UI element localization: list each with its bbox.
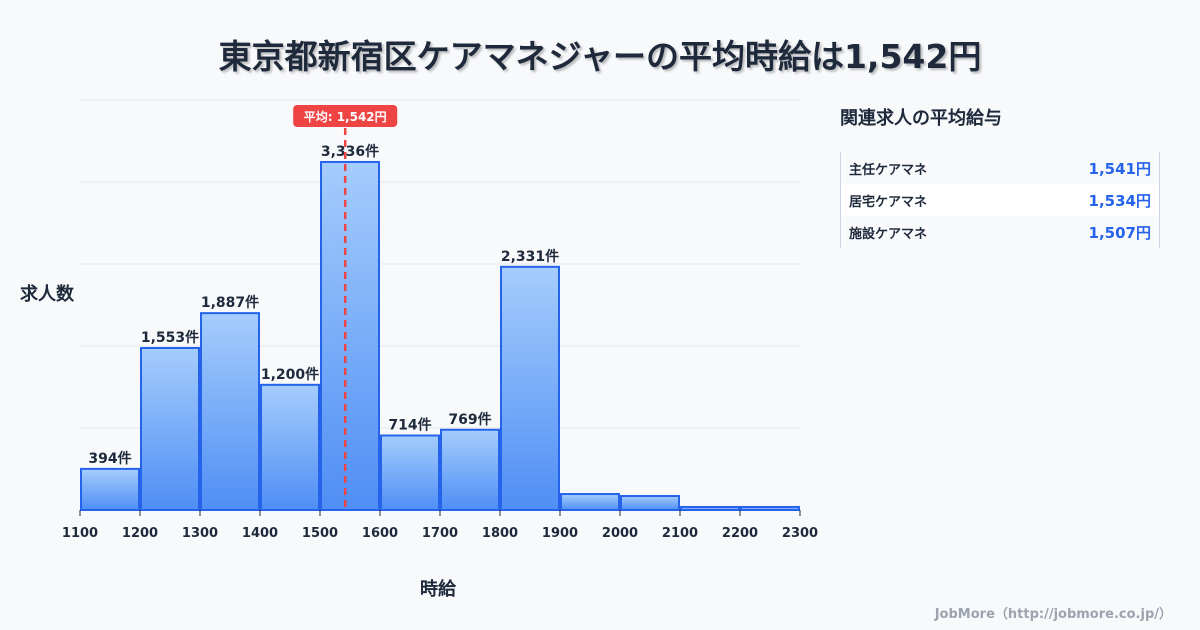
credit: JobMore（http://jobmore.co.jp/） <box>934 607 1172 622</box>
x-tick-label: 2100 <box>662 526 698 541</box>
x-tick-label: 2200 <box>722 526 758 541</box>
histogram-bar <box>260 383 320 512</box>
table-row: 施設ケアマネ 1,507円 <box>841 216 1159 248</box>
x-axis-label: 時給 <box>420 579 456 600</box>
job-wage: 1,541円 <box>1088 159 1151 178</box>
job-name: 施設ケアマネ <box>849 226 928 242</box>
table-row: 居宅ケアマネ 1,534円 <box>841 184 1159 216</box>
x-tick-label: 1500 <box>302 526 338 541</box>
histogram-bar <box>620 495 680 511</box>
histogram-bar <box>320 160 380 512</box>
job-name: 主任ケアマネ <box>849 162 928 178</box>
mean-label: 平均: 1,542円 <box>304 109 387 124</box>
bar-data-label: 394件 <box>88 450 131 467</box>
x-tick-label: 1700 <box>422 526 458 541</box>
histogram-bar <box>560 493 620 512</box>
x-tick-label: 2300 <box>782 526 818 541</box>
x-tick-label: 1300 <box>182 526 218 541</box>
bar-data-label: 1,887件 <box>201 294 259 311</box>
job-name: 居宅ケアマネ <box>849 194 928 210</box>
bar-data-label: 1,553件 <box>141 329 199 346</box>
y-axis-label: 求人数 <box>20 284 74 305</box>
x-tick-label: 1200 <box>122 526 158 541</box>
histogram-bar <box>200 312 260 511</box>
histogram-bar <box>140 346 200 511</box>
related-salary-table: 主任ケアマネ 1,541円 居宅ケアマネ 1,534円 施設ケアマネ 1,507円 <box>840 152 1160 248</box>
bar-data-label: 1,200件 <box>261 366 319 383</box>
table-row: 主任ケアマネ 1,541円 <box>841 152 1159 184</box>
histogram-bar <box>740 505 800 511</box>
histogram-bar <box>380 434 440 511</box>
histogram-bar <box>80 467 140 511</box>
x-tick-label: 1100 <box>62 526 98 541</box>
histogram-bar <box>500 265 560 512</box>
bar-data-label: 769件 <box>448 411 491 428</box>
histogram-bar <box>440 428 500 511</box>
x-tick-label: 1900 <box>542 526 578 541</box>
job-wage: 1,507円 <box>1088 223 1151 242</box>
x-tick-label: 2000 <box>602 526 638 541</box>
x-tick-label: 1800 <box>482 526 518 541</box>
mean-badge <box>293 105 398 127</box>
panel-title: 関連求人の平均給与 <box>840 108 1002 129</box>
x-tick-label: 1400 <box>242 526 278 541</box>
x-tick-label: 1600 <box>362 526 398 541</box>
histogram-bar <box>680 505 740 511</box>
chart-title: 東京都新宿区ケアマネジャーの平均時給は1,542円 <box>218 37 982 76</box>
job-wage: 1,534円 <box>1088 191 1151 210</box>
bar-data-label: 3,336件 <box>321 143 379 160</box>
bar-data-label: 2,331件 <box>501 248 559 265</box>
related-salary-panel: 関連求人の平均給与 主任ケアマネ 1,541円 居宅ケアマネ 1,534円 施設ケア… <box>840 104 1160 248</box>
bar-data-label: 714件 <box>388 417 431 434</box>
